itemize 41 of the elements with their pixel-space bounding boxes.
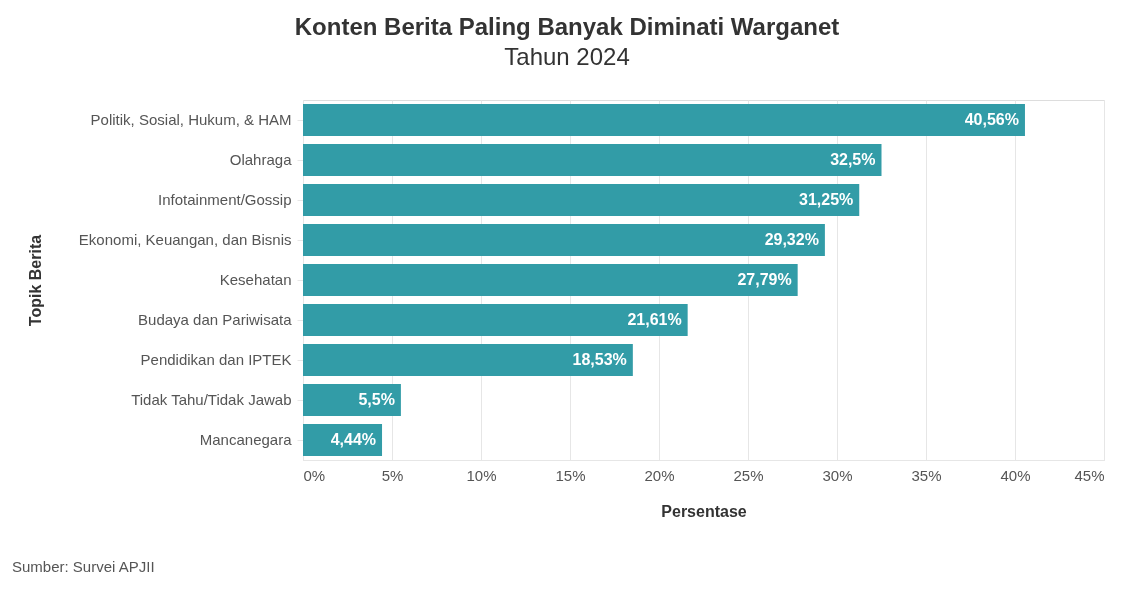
x-tick-label: 10% xyxy=(466,466,497,484)
y-tick-label: Kesehatan xyxy=(219,271,292,288)
x-tick-label: 35% xyxy=(911,466,942,484)
x-tick-label: 0% xyxy=(303,466,326,484)
y-tick-label: Mancanegara xyxy=(199,431,293,448)
data-label: 5,5% xyxy=(358,391,395,408)
y-tick-label: Politik, Sosial, Hukum, & HAM xyxy=(90,111,292,128)
bar xyxy=(303,344,633,376)
data-label: 4,44% xyxy=(330,431,377,448)
bar xyxy=(303,224,825,256)
y-tick-label: Pendidikan dan IPTEK xyxy=(140,351,292,368)
x-tick-label: 25% xyxy=(733,466,764,484)
x-tick-label: 20% xyxy=(644,466,675,484)
data-label: 21,61% xyxy=(627,311,682,328)
x-tick-label: 40% xyxy=(1000,466,1031,484)
y-tick-label: Olahraga xyxy=(229,151,293,168)
y-tick-label: Tidak Tahu/Tidak Jawab xyxy=(131,391,292,408)
data-label: 29,32% xyxy=(764,231,819,248)
y-tick-label: Budaya dan Pariwisata xyxy=(138,311,293,328)
x-tick-label: 5% xyxy=(381,466,404,484)
x-tick-label: 45% xyxy=(1074,466,1105,484)
data-label: 18,53% xyxy=(572,351,627,368)
bar xyxy=(303,384,401,416)
data-label: 27,79% xyxy=(737,271,792,288)
x-tick-label: 30% xyxy=(822,466,853,484)
bar xyxy=(303,184,860,216)
text: Sumber: Survei APJII xyxy=(12,558,155,575)
y-tick-label: Infotainment/Gossip xyxy=(158,191,292,208)
y-tick-label: Ekonomi, Keuangan, dan Bisnis xyxy=(78,231,292,248)
bar xyxy=(303,144,882,176)
data-label: 32,5% xyxy=(830,151,876,168)
bar xyxy=(303,304,688,336)
x-tick-label: 15% xyxy=(555,466,586,484)
bar xyxy=(303,104,1025,136)
chart-subtitle: Tahun 2024 xyxy=(504,43,630,70)
data-label: 31,25% xyxy=(798,191,854,208)
y-axis-title: Topik Berita xyxy=(26,234,44,327)
data-label: 40,56% xyxy=(964,111,1019,128)
bar xyxy=(303,264,798,296)
x-axis-title: Persentase xyxy=(661,502,747,520)
chart-title: Konten Berita Paling Banyak Diminati Warganet xyxy=(294,13,840,40)
